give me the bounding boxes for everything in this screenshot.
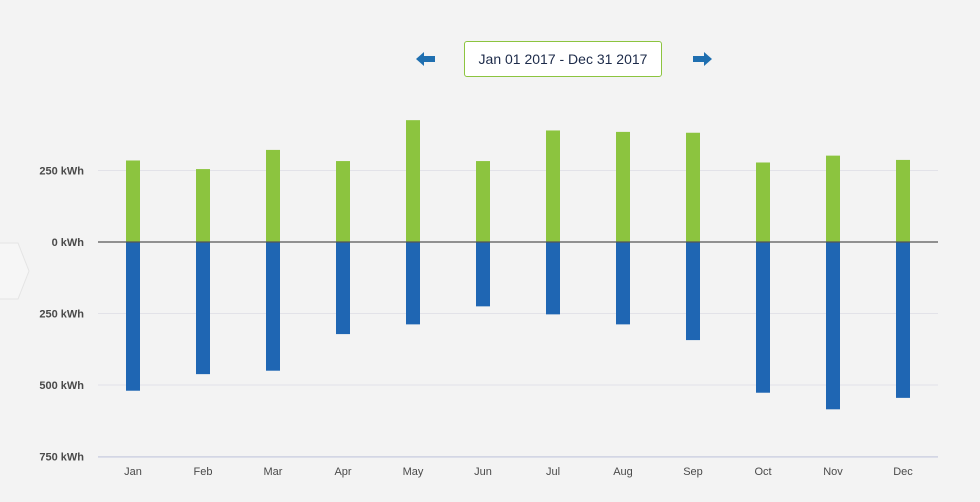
x-tick-label: Apr [334,466,351,478]
x-tick-label: May [403,466,424,478]
bar-negative-nov [826,242,840,410]
bar-positive-feb [196,169,210,242]
y-tick-label: 750 kWh [39,452,84,464]
x-tick-label: Jul [546,466,560,478]
bar-negative-feb [196,242,210,375]
bar-positive-may [406,120,420,242]
bar-positive-nov [826,155,840,242]
arrow-left-icon [416,52,435,66]
bar-positive-dec [896,159,910,242]
side-panel-tab[interactable] [0,242,30,300]
bar-negative-jul [546,242,560,315]
x-tick-label: Oct [754,466,771,478]
bar-negative-may [406,242,420,325]
x-tick-label: Mar [264,466,283,478]
arrow-right-icon [693,52,712,66]
bar-positive-mar [266,149,280,242]
bar-positive-apr [336,161,350,242]
bar-positive-jul [546,130,560,242]
x-tick-label: Aug [613,466,633,478]
bar-negative-oct [756,242,770,393]
bar-positive-sep [686,132,700,242]
x-tick-label: Feb [194,466,213,478]
bar-negative-jan [126,242,140,391]
x-tick-label: Sep [683,466,703,478]
y-tick-label: 500 kWh [39,380,84,392]
x-tick-label: Jun [474,466,492,478]
bar-negative-sep [686,242,700,341]
bar-positive-jun [476,161,490,242]
x-tick-label: Nov [823,466,843,478]
bar-positive-oct [756,162,770,242]
bar-negative-jun [476,242,490,307]
next-period-button[interactable] [690,46,714,72]
bar-negative-apr [336,242,350,335]
y-tick-label: 250 kWh [39,309,84,321]
date-navigation: Jan 01 2017 - Dec 31 2017 [0,41,980,81]
x-tick-label: Dec [893,466,913,478]
bar-negative-mar [266,242,280,371]
date-range-selector[interactable]: Jan 01 2017 - Dec 31 2017 [464,41,662,77]
x-tick-label: Jan [124,466,142,478]
bar-negative-aug [616,242,630,325]
bar-positive-aug [616,131,630,242]
previous-period-button[interactable] [414,46,438,72]
y-tick-label: 250 kWh [39,166,84,178]
bar-negative-dec [896,242,910,398]
y-tick-label: 0 kWh [52,237,85,249]
bar-positive-jan [126,160,140,242]
